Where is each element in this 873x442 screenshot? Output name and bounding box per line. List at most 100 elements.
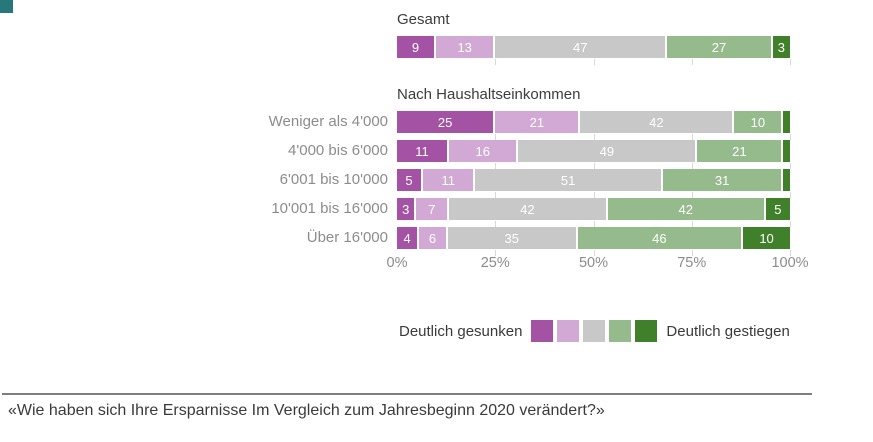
gridline-tick [495,134,497,140]
bar-segment: 21 [495,111,579,133]
chart-row: 4'000 bis 6'000 11 16 49 21 [0,140,873,169]
segment-value-label: 21 [529,114,545,130]
gridline-tick [593,163,595,169]
gridline-tick [495,221,497,227]
segment-value-label: 21 [732,143,747,159]
segment-value-label: 35 [504,230,519,246]
segment-value-label: 42 [649,114,664,130]
chart-row: 10'001 bis 16'000 3 7 42 42 5 [0,198,873,227]
gesamt-section-header: Gesamt [397,11,450,28]
segment-value-label: 11 [441,172,455,188]
bar-segment: 3 [772,36,790,58]
chart-row: Weniger als 4'000 25 21 42 10 [0,111,873,140]
segment-value-label: 6 [428,230,437,246]
gridline-tick [790,192,791,198]
bar-segment: 42 [607,198,764,220]
stacked-bar: 4 6 35 46 10 [397,227,791,256]
segment-value-label: 9 [411,39,420,55]
axis-tick-label: 25% [480,255,510,271]
legend-swatches [531,320,658,342]
bar-segment: 13 [435,36,494,58]
legend-color-swatch [531,320,554,342]
gridline-tick [495,163,497,169]
segment-value-label: 4 [403,230,411,246]
chart-row: 9 13 47 27 3 [0,36,873,65]
segment-value-label: 5 [774,201,782,217]
gridline-tick [593,59,595,65]
gridline-tick [495,250,497,256]
segment-value-label: 46 [652,230,667,246]
bar-segment: 11 [397,140,447,162]
stacked-bar: 9 13 47 27 3 [397,36,791,65]
bar-segment: 6 [419,227,446,249]
bar-segment: 10 [743,227,790,249]
bar-segment: 51 [475,169,661,191]
segment-value-label: 51 [560,172,576,188]
bar-segment [783,111,791,133]
segment-value-label: 47 [573,39,588,55]
bar-segment: 25 [397,111,494,133]
bar-segment: 16 [448,140,517,162]
bar-segment: 10 [734,111,782,133]
stacked-bar: 3 7 42 42 5 [397,198,791,227]
gridline-tick [593,134,595,140]
bar-segment: 35 [447,227,576,249]
row-category-label: Weniger als 4'000 [268,113,388,130]
axis-tick-label: 0% [386,255,408,271]
chart-row: 6'001 bis 10'000 5 11 51 31 [0,169,873,198]
legend-color-swatch [609,320,632,342]
income-section-header: Nach Haushaltseinkommen [397,86,581,103]
bar-segment [783,169,790,191]
bar-segment: 31 [662,169,782,191]
gridline-tick [691,59,693,65]
bar-segment: 27 [667,36,771,58]
bar-segment: 3 [397,198,415,220]
legend-color-swatch [635,320,658,342]
bar-segment [783,140,790,162]
row-category-label: 10'001 bis 16'000 [271,200,388,217]
gridline-tick [790,134,791,140]
gridline-tick [593,192,595,198]
legend-right-label: Deutlich gestiegen [666,322,790,340]
brand-logo-square [0,0,13,13]
segment-value-label: 27 [711,39,727,55]
row-category-label: Über 16'000 [306,229,388,246]
segment-value-label: 7 [428,201,436,217]
segment-value-label: 5 [405,172,413,188]
stacked-bar: 25 21 42 10 [397,111,791,140]
segment-value-label: 10 [750,114,766,130]
legend-color-swatch [557,320,580,342]
segment-value-label: 13 [457,39,472,55]
segment-value-label: 42 [678,201,693,217]
gridline-tick [790,221,791,227]
axis-tick-label: 100% [771,255,809,271]
chart-row: Über 16'000 4 6 35 46 10 [0,227,873,256]
survey-question-text: «Wie haben sich Ihre Ersparnisse Im Verg… [8,402,605,419]
gridline-tick [593,250,595,256]
axis-tick-label: 75% [677,255,707,271]
stacked-bar: 5 11 51 31 [397,169,791,198]
segment-value-label: 3 [777,39,786,55]
bar-segment: 4 [397,227,418,249]
bar-segment: 5 [397,169,421,191]
bar-segment: 49 [518,140,696,162]
chart-legend: Deutlich gesunken Deutlich gestiegen [399,319,790,343]
bar-segment: 11 [423,169,474,191]
segment-value-label: 25 [437,114,453,130]
bar-segment: 46 [577,227,742,249]
segment-value-label: 11 [415,143,429,159]
gridline-tick [593,221,595,227]
gridline-tick [691,134,693,140]
bar-segment: 21 [697,140,782,162]
segment-value-label: 10 [759,230,774,246]
row-category-label: 4'000 bis 6'000 [288,142,388,159]
bar-segment: 7 [416,198,448,220]
gridline-tick [790,59,791,65]
bar-segment: 42 [449,198,606,220]
gridline-tick [495,59,497,65]
stacked-bar: 11 16 49 21 [397,140,791,169]
gridline-tick [790,250,791,256]
axis-tick-label: 50% [578,255,609,271]
gridline-tick [790,163,791,169]
